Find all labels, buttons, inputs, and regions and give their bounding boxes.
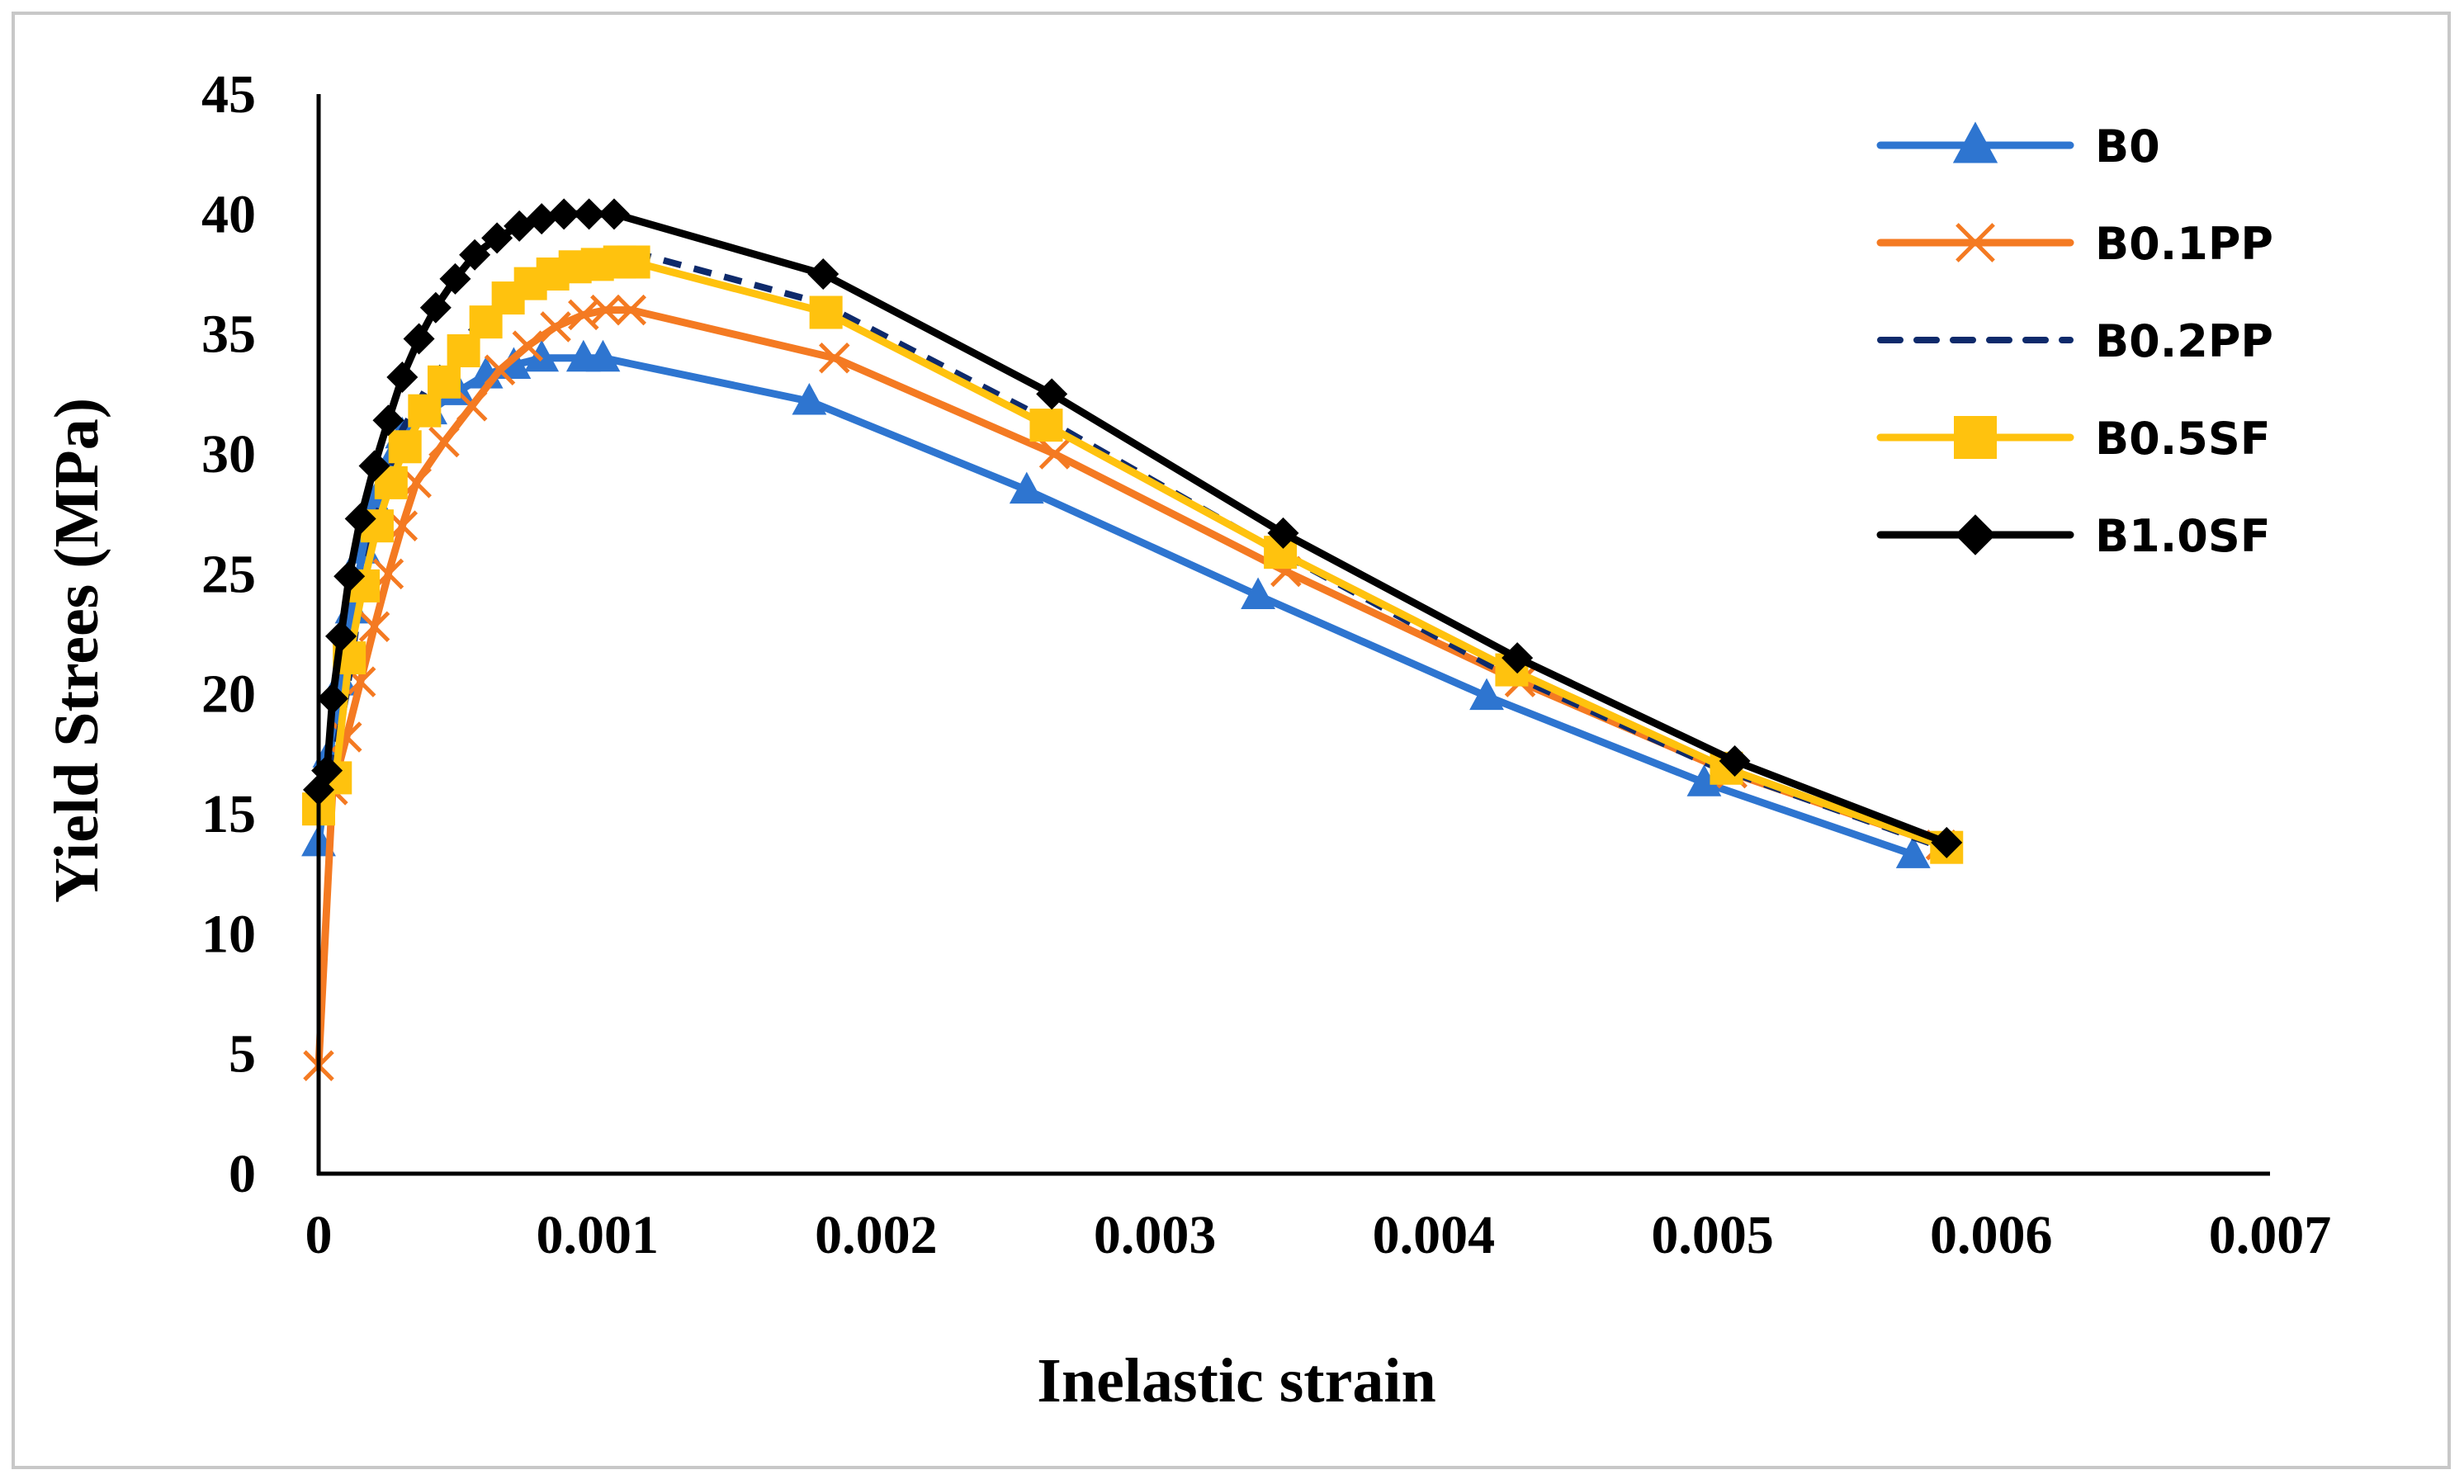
data-point — [388, 430, 422, 464]
yield-stress-chart: 0 5 10 15 20 25 30 35 40 45 0 0.001 0.002 0.003 0.004… — [42, 64, 2332, 1415]
data-point — [807, 258, 839, 290]
y-tick-label: 20 — [201, 664, 256, 725]
data-point — [358, 611, 390, 643]
legend-marker — [1956, 223, 1995, 262]
data-point — [372, 404, 404, 437]
data-point — [617, 245, 650, 279]
data-point — [1469, 678, 1504, 711]
series-line — [315, 306, 1945, 1070]
data-point — [439, 262, 471, 295]
y-tick-label: 5 — [229, 1024, 256, 1085]
x-tick-label: 0.004 — [1373, 1205, 1496, 1265]
y-tick-label: 25 — [201, 544, 256, 604]
data-point — [540, 311, 571, 343]
x-tick-label: 0.007 — [2209, 1205, 2332, 1265]
chart-frame: 0 5 10 15 20 25 30 35 40 45 0 0.001 0.002 0.003 0.004… — [12, 12, 2451, 1469]
y-tick-label: 10 — [201, 904, 256, 964]
data-point — [590, 294, 622, 326]
data-point — [484, 354, 516, 386]
y-tick-label: 35 — [201, 305, 256, 365]
x-tick-label: 0.003 — [1094, 1205, 1217, 1265]
y-tick-labels: 0 5 10 15 20 25 30 35 40 45 — [201, 64, 256, 1204]
data-point — [358, 450, 390, 482]
data-point — [496, 347, 532, 379]
data-point — [325, 620, 357, 652]
x-tick-label: 0 — [305, 1205, 333, 1265]
y-tick-label: 0 — [229, 1144, 256, 1204]
data-point — [1029, 409, 1063, 442]
data-point — [459, 239, 491, 271]
y-tick-label: 45 — [201, 64, 256, 125]
data-point — [1895, 836, 1931, 868]
data-point — [344, 503, 376, 535]
plot-area — [301, 198, 1964, 1081]
data-point — [428, 426, 460, 458]
data-point — [573, 198, 605, 230]
data-point — [408, 394, 442, 428]
x-tick-label: 0.002 — [815, 1205, 938, 1265]
series-b01pp — [303, 294, 1957, 1081]
x-tick-label: 0.006 — [1930, 1205, 2053, 1265]
data-point — [1036, 378, 1068, 410]
legend-label: B0.1PP — [2095, 218, 2273, 270]
legend-marker — [1955, 514, 1996, 555]
data-point — [615, 294, 647, 326]
legend-label: B0 — [2095, 121, 2160, 173]
legend-label: B1.0SF — [2095, 510, 2271, 562]
legend-marker — [1952, 121, 1998, 163]
data-point — [548, 198, 580, 230]
data-point — [447, 334, 480, 368]
data-point — [333, 560, 366, 593]
series-line — [315, 258, 1951, 852]
data-point — [403, 323, 435, 355]
data-point — [1502, 642, 1534, 674]
data-point — [1931, 826, 1963, 858]
legend-item: B0.2PP — [1877, 315, 2273, 367]
x-tick-labels: 0 0.001 0.002 0.003 0.004 0.005 0.006 0.007 — [305, 1205, 2332, 1265]
data-point — [1267, 517, 1299, 549]
data-point — [1241, 577, 1275, 609]
data-point — [427, 365, 461, 399]
legend-item: B0.1PP — [1876, 218, 2273, 270]
y-tick-label: 40 — [201, 184, 256, 244]
legend-label: B0.2PP — [2095, 315, 2273, 367]
data-point — [481, 222, 513, 254]
data-point — [819, 342, 850, 374]
legend-item: B1.0SF — [1876, 510, 2271, 562]
data-point — [524, 339, 560, 372]
legend-item: B0.5SF — [1876, 413, 2271, 465]
data-point — [585, 339, 621, 372]
data-point — [1719, 745, 1751, 777]
x-axis-title: Inelastic strain — [1037, 1346, 1435, 1415]
series-b0 — [301, 339, 1931, 868]
x-tick-label: 0.001 — [536, 1205, 659, 1265]
x-tick-label: 0.005 — [1651, 1205, 1774, 1265]
data-point — [419, 291, 452, 324]
y-tick-label: 15 — [201, 784, 256, 844]
data-point — [1686, 764, 1722, 796]
legend-marker — [1954, 416, 1997, 459]
data-point — [526, 203, 558, 235]
legend: B0 B0.1PP B0.2PP B0.5SF B1.0SF — [1876, 121, 2273, 562]
y-tick-label: 30 — [201, 424, 256, 484]
legend-item: B0 — [1876, 121, 2160, 173]
series-b05sf — [302, 245, 1964, 864]
data-point — [456, 390, 488, 422]
data-point — [598, 198, 630, 230]
data-point — [386, 361, 419, 393]
data-point — [809, 295, 843, 329]
data-point — [792, 383, 827, 415]
data-point — [1038, 438, 1071, 470]
series-line — [315, 210, 1951, 847]
data-point — [512, 330, 544, 362]
y-axis-title: Yield Strees (MPa) — [42, 398, 111, 903]
data-point — [316, 683, 348, 715]
series-b10sf — [303, 198, 1963, 858]
legend-label: B0.5SF — [2095, 413, 2271, 465]
data-point — [1009, 471, 1044, 504]
